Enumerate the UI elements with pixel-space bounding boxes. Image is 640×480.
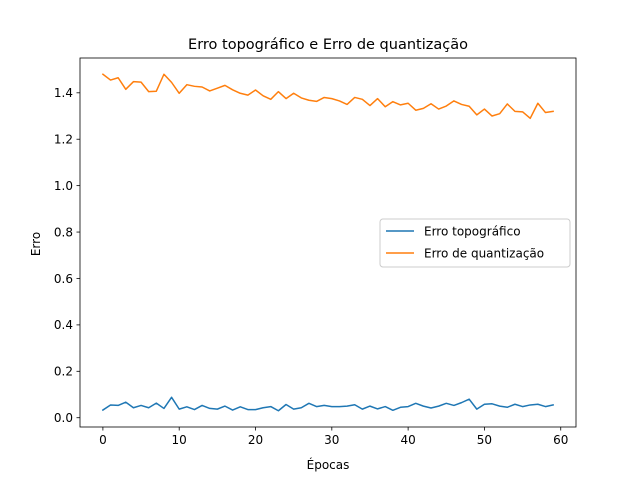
y-axis-label: Erro [29, 232, 43, 256]
series-line-2 [101, 73, 554, 120]
y-tick-label: 1.4 [54, 86, 73, 100]
chart-title: Erro topográfico e Erro de quantização [188, 37, 468, 53]
y-tick-label: 1.0 [54, 179, 73, 193]
x-tick-label: 10 [172, 433, 187, 447]
series-line-1 [101, 396, 555, 412]
y-tick-label: 0.4 [54, 318, 73, 332]
x-axis-label: Épocas [307, 457, 350, 472]
series-lines [101, 73, 555, 412]
x-tick-label: 40 [400, 433, 415, 447]
y-tick-label: 0.0 [54, 411, 73, 425]
y-tick-label: 0.6 [54, 272, 73, 286]
x-tick-label: 30 [324, 433, 339, 447]
y-tick-label: 0.8 [54, 225, 73, 239]
plot-frame [79, 57, 577, 428]
x-tick-label: 0 [99, 433, 107, 447]
axis-ticks: 0 10 20 30 40 50 60 0.0 0.2 0.4 0.6 0.8 1.0 1.2 1.4 [54, 86, 568, 447]
x-tick-label: 50 [477, 433, 492, 447]
legend-label: Erro topográfico [424, 224, 521, 238]
y-tick-label: 1.2 [54, 133, 73, 147]
x-tick-label: 60 [553, 433, 568, 447]
x-tick-label: 20 [248, 433, 263, 447]
plot-axes [79, 57, 577, 428]
legend-box [379, 218, 571, 268]
legend: Erro topográfico Erro de quantização [379, 218, 571, 268]
y-tick-label: 0.2 [54, 365, 73, 379]
legend-label: Erro de quantização [424, 246, 544, 260]
